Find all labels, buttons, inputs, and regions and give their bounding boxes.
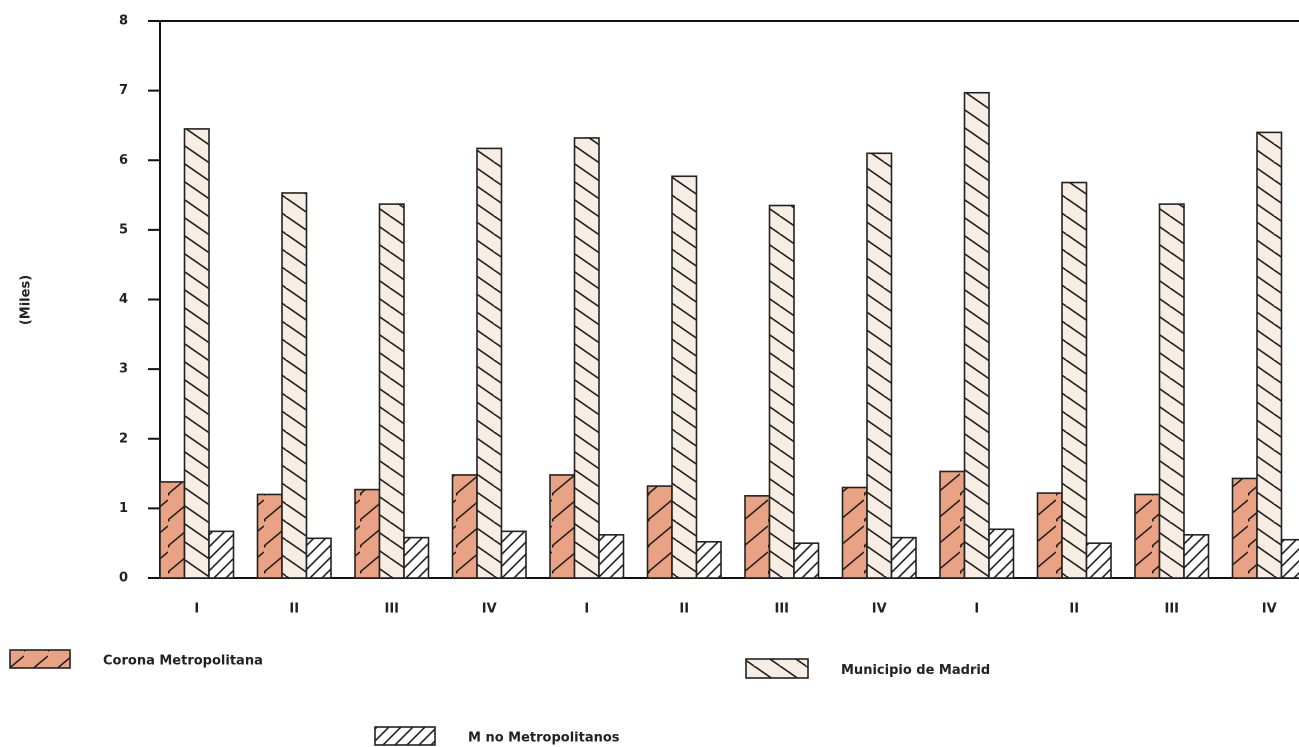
bar bbox=[1280, 538, 1299, 579]
bar bbox=[744, 495, 771, 579]
bar bbox=[476, 147, 503, 579]
bar bbox=[841, 486, 868, 579]
bar bbox=[1085, 542, 1112, 579]
x-tick-label: I bbox=[584, 602, 589, 617]
x-tick-label: III bbox=[774, 602, 789, 617]
y-tick-label: 6 bbox=[119, 153, 128, 168]
bar bbox=[549, 474, 576, 579]
x-tick-label: II bbox=[289, 602, 299, 617]
x-tick-label: I bbox=[194, 602, 199, 617]
x-tick-label: II bbox=[679, 602, 689, 617]
bar bbox=[354, 488, 381, 579]
bar bbox=[939, 470, 966, 579]
y-tick-label: 7 bbox=[119, 83, 128, 98]
bar bbox=[598, 534, 625, 579]
y-tick-label: 3 bbox=[119, 362, 128, 377]
bar bbox=[573, 137, 600, 579]
bar bbox=[963, 91, 990, 579]
bar bbox=[793, 542, 820, 579]
bar bbox=[256, 493, 283, 579]
y-tick-label: 5 bbox=[119, 222, 128, 237]
bar bbox=[890, 536, 917, 579]
bar bbox=[281, 192, 308, 579]
y-tick-label: 4 bbox=[119, 292, 128, 307]
legend-swatch bbox=[745, 658, 809, 679]
y-tick-label: 0 bbox=[119, 571, 128, 586]
bar bbox=[208, 530, 235, 579]
bar bbox=[1231, 477, 1258, 579]
bar bbox=[403, 536, 430, 579]
bar bbox=[500, 530, 527, 579]
bar bbox=[695, 540, 722, 579]
bar bbox=[1183, 534, 1210, 579]
bar bbox=[1036, 492, 1063, 579]
y-tick-label: 1 bbox=[119, 501, 128, 516]
legend-swatch bbox=[374, 726, 436, 746]
bar bbox=[159, 481, 186, 579]
legend-label: M no Metropolitanos bbox=[468, 731, 620, 746]
bar bbox=[1061, 181, 1088, 579]
y-axis-label: (Miles) bbox=[19, 275, 34, 325]
bar bbox=[671, 175, 698, 579]
x-tick-label: IV bbox=[872, 602, 887, 617]
bar bbox=[768, 204, 795, 579]
x-tick-label: III bbox=[384, 602, 399, 617]
bar bbox=[1134, 493, 1161, 579]
y-tick-label: 2 bbox=[119, 431, 128, 446]
legend-swatch bbox=[9, 649, 71, 669]
bar bbox=[183, 128, 210, 579]
x-tick-label: IV bbox=[1262, 602, 1277, 617]
x-tick-label: II bbox=[1069, 602, 1079, 617]
bar bbox=[1256, 131, 1283, 579]
bar bbox=[451, 474, 478, 579]
bar bbox=[866, 152, 893, 579]
x-tick-label: IV bbox=[482, 602, 497, 617]
legend-label: Municipio de Madrid bbox=[841, 663, 990, 678]
bar bbox=[378, 203, 405, 579]
bar bbox=[646, 485, 673, 579]
bar bbox=[988, 528, 1015, 579]
x-tick-label: III bbox=[1164, 602, 1179, 617]
bar bbox=[305, 537, 332, 579]
x-tick-label: I bbox=[974, 602, 979, 617]
bar bbox=[1158, 203, 1185, 579]
y-tick-label: 8 bbox=[119, 14, 128, 29]
legend-label: Corona Metropolitana bbox=[103, 654, 263, 669]
